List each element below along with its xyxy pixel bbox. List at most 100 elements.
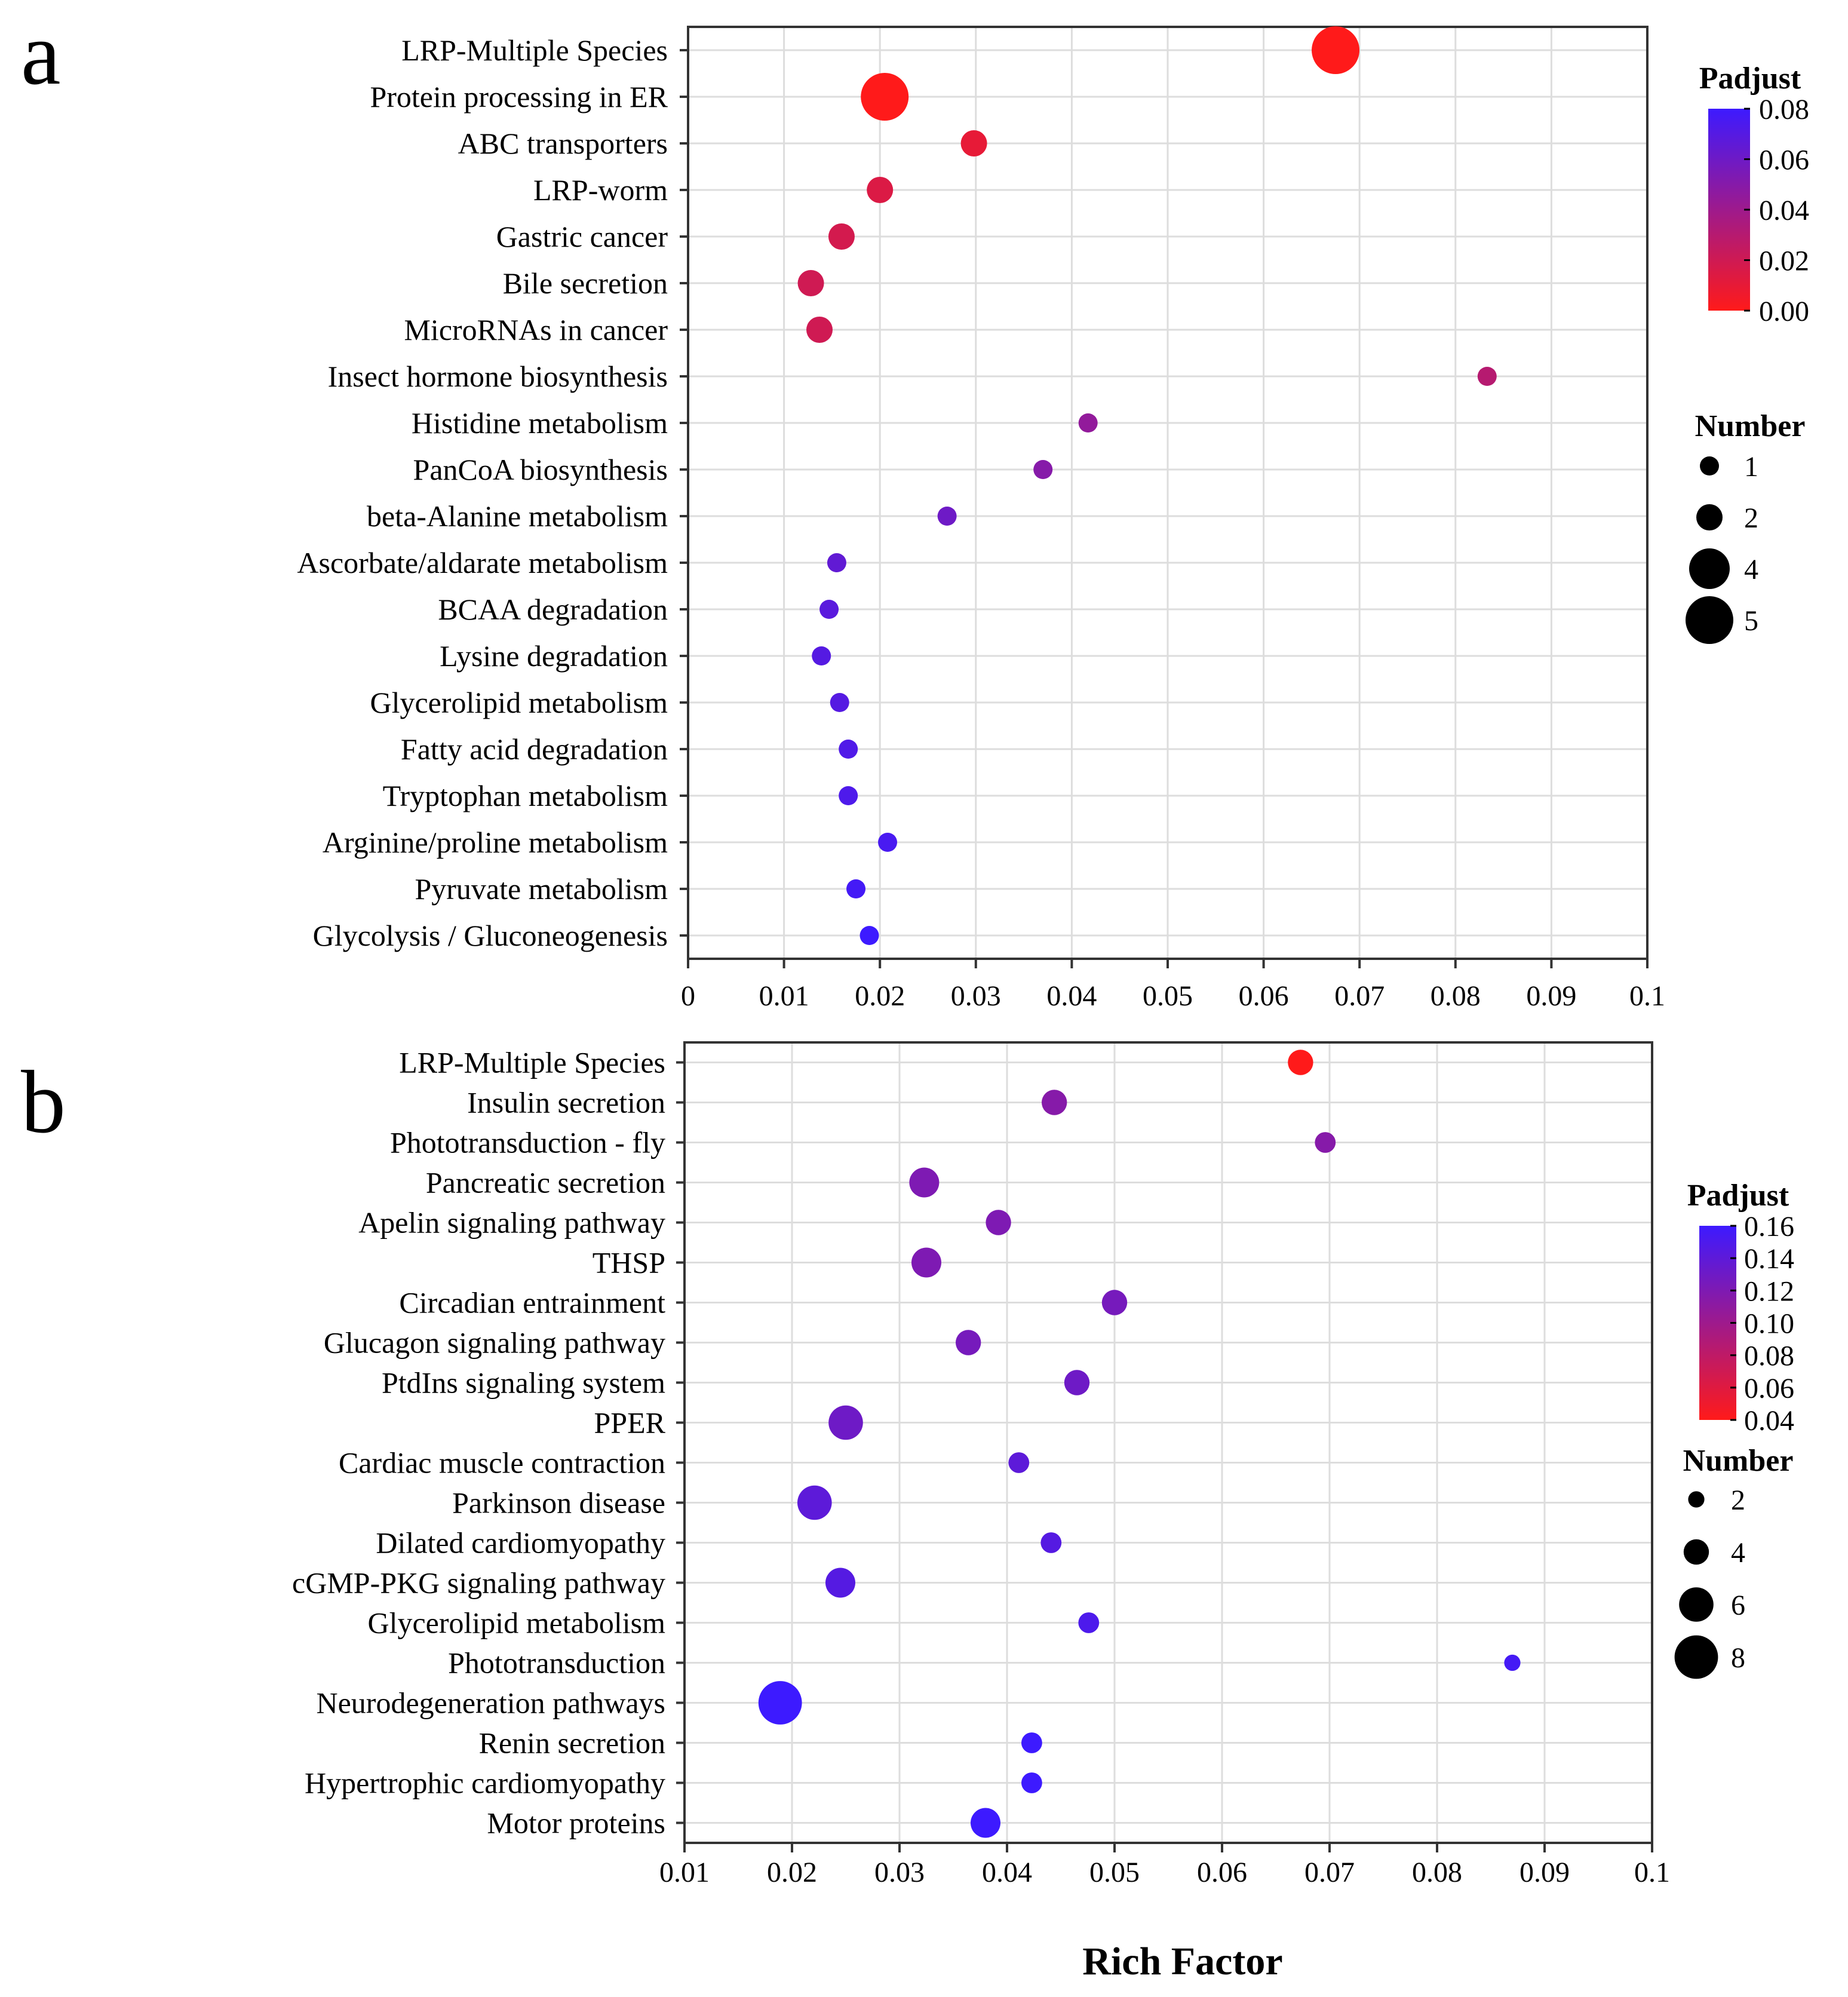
data-point xyxy=(1021,1772,1042,1793)
data-point xyxy=(1288,1050,1313,1075)
category-label: Pancreatic secretion xyxy=(426,1166,665,1200)
category-label: LRP-worm xyxy=(533,173,668,207)
x-tick-label: 0.06 xyxy=(1239,980,1289,1012)
data-point xyxy=(812,646,831,665)
data-point xyxy=(1078,1612,1100,1633)
size-legend-dot xyxy=(1688,1491,1705,1508)
x-tick-label: 0.03 xyxy=(951,980,1001,1012)
data-point xyxy=(1101,1290,1128,1315)
size-legend-label: 2 xyxy=(1731,1484,1745,1516)
category-label: Fatty acid degradation xyxy=(401,732,668,766)
color-legend-tick-label: 0.06 xyxy=(1744,1373,1794,1404)
color-legend-tick-label: 0.12 xyxy=(1744,1275,1794,1307)
category-label: Arginine/proline metabolism xyxy=(323,826,668,859)
x-tick-label: 0.07 xyxy=(1304,1857,1355,1888)
category-label: Phototransduction xyxy=(448,1646,665,1680)
data-point xyxy=(971,1808,1000,1838)
data-point xyxy=(1312,26,1360,74)
color-legend-tick-label: 0.06 xyxy=(1759,145,1809,176)
category-label: ABC transporters xyxy=(458,127,668,160)
category-label: THSP xyxy=(593,1246,665,1280)
category-label: Cardiac muscle contraction xyxy=(339,1446,665,1480)
x-tick-label: 0.07 xyxy=(1334,980,1385,1012)
size-legend-label: 6 xyxy=(1731,1590,1745,1621)
category-label: Lysine degradation xyxy=(440,639,668,673)
data-point xyxy=(878,833,898,852)
data-point xyxy=(825,1567,855,1598)
x-tick-label: 0.06 xyxy=(1197,1857,1247,1888)
color-legend-tick-label: 0.14 xyxy=(1744,1243,1794,1275)
category-label: Glycolysis / Gluconeogenesis xyxy=(313,919,668,952)
category-label: PanCoA biosynthesis xyxy=(413,453,668,486)
size-legend-label: 4 xyxy=(1731,1537,1745,1569)
panel-b: b LRP-Multiple Species Insulin secretion Ph… xyxy=(21,1041,1794,1888)
data-point xyxy=(830,693,849,712)
size-legend-title: Number xyxy=(1695,409,1806,443)
category-label: BCAA degradation xyxy=(438,593,668,626)
data-point xyxy=(1315,1132,1336,1153)
data-point xyxy=(819,600,839,619)
x-tick-label: 0.02 xyxy=(767,1857,817,1888)
category-label: Histidine metabolism xyxy=(412,406,668,440)
size-legend-dot xyxy=(1696,504,1723,530)
x-tick-label: 0.1 xyxy=(1629,980,1665,1012)
data-point xyxy=(806,317,833,343)
size-legend-label: 1 xyxy=(1744,451,1758,483)
x-tick-label: 0.09 xyxy=(1519,1857,1570,1888)
size-legend-dot xyxy=(1683,1539,1709,1565)
x-tick-label: 0.01 xyxy=(659,1857,710,1888)
plot-area xyxy=(684,1042,1652,1843)
category-label: Bile secretion xyxy=(503,266,668,300)
data-point xyxy=(1477,367,1497,386)
color-legend-tick-label: 0.00 xyxy=(1759,296,1809,327)
data-point xyxy=(1008,1452,1030,1473)
color-legend-bar xyxy=(1708,109,1750,311)
category-label: Glycerolipid metabolism xyxy=(370,686,668,719)
x-tick-label: 0.04 xyxy=(982,1857,1032,1888)
category-label: Apelin signaling pathway xyxy=(358,1206,665,1240)
panel-label-b: b xyxy=(21,1053,66,1152)
data-point xyxy=(1504,1654,1521,1671)
x-tick-label: 0.08 xyxy=(1412,1857,1462,1888)
category-label: PPER xyxy=(594,1406,665,1440)
color-legend-title: Padjust xyxy=(1699,62,1801,96)
category-label: PtdIns signaling system xyxy=(382,1366,665,1400)
data-point xyxy=(1064,1370,1090,1395)
category-label: Parkinson disease xyxy=(452,1486,665,1520)
category-label: Renin secretion xyxy=(479,1726,665,1760)
data-point xyxy=(846,879,866,898)
color-legend-tick-label: 0.02 xyxy=(1759,246,1809,277)
data-point xyxy=(1042,1090,1067,1115)
x-tick-label: 0.01 xyxy=(759,980,809,1012)
category-label: MicroRNAs in cancer xyxy=(404,313,668,346)
data-point xyxy=(1078,413,1098,432)
category-label: Dilated cardiomyopathy xyxy=(376,1526,665,1560)
panel-a: a LRP-Multiple Species Protein processing … xyxy=(21,4,1809,1012)
data-point xyxy=(861,73,909,121)
x-tick-label: 0 xyxy=(681,980,695,1012)
category-label: Protein processing in ER xyxy=(370,80,668,113)
data-point xyxy=(758,1681,802,1725)
color-legend-tick-label: 0.16 xyxy=(1744,1211,1794,1243)
category-label: Glucagon signaling pathway xyxy=(324,1326,665,1360)
size-legend-label: 2 xyxy=(1744,502,1758,534)
color-legend-tick-label: 0.08 xyxy=(1759,94,1809,125)
data-point xyxy=(909,1167,940,1198)
category-label: Hypertrophic cardiomyopathy xyxy=(305,1766,665,1800)
category-label: Glycerolipid metabolism xyxy=(367,1606,665,1640)
data-point xyxy=(797,270,824,296)
data-point xyxy=(960,130,987,157)
color-legend-tick-label: 0.04 xyxy=(1744,1405,1794,1437)
size-legend-dot xyxy=(1679,1587,1714,1622)
category-label: Neurodegeneration pathways xyxy=(317,1686,666,1720)
data-point xyxy=(911,1247,941,1278)
category-label: Pyruvate metabolism xyxy=(415,872,668,906)
data-point xyxy=(797,1485,832,1520)
size-legend-label: 4 xyxy=(1744,554,1758,585)
size-legend-dot xyxy=(1674,1635,1718,1679)
data-point xyxy=(839,740,858,759)
data-point xyxy=(839,786,858,805)
data-point xyxy=(937,507,957,526)
x-tick-label: 0.08 xyxy=(1430,980,1481,1012)
data-point xyxy=(859,926,879,945)
